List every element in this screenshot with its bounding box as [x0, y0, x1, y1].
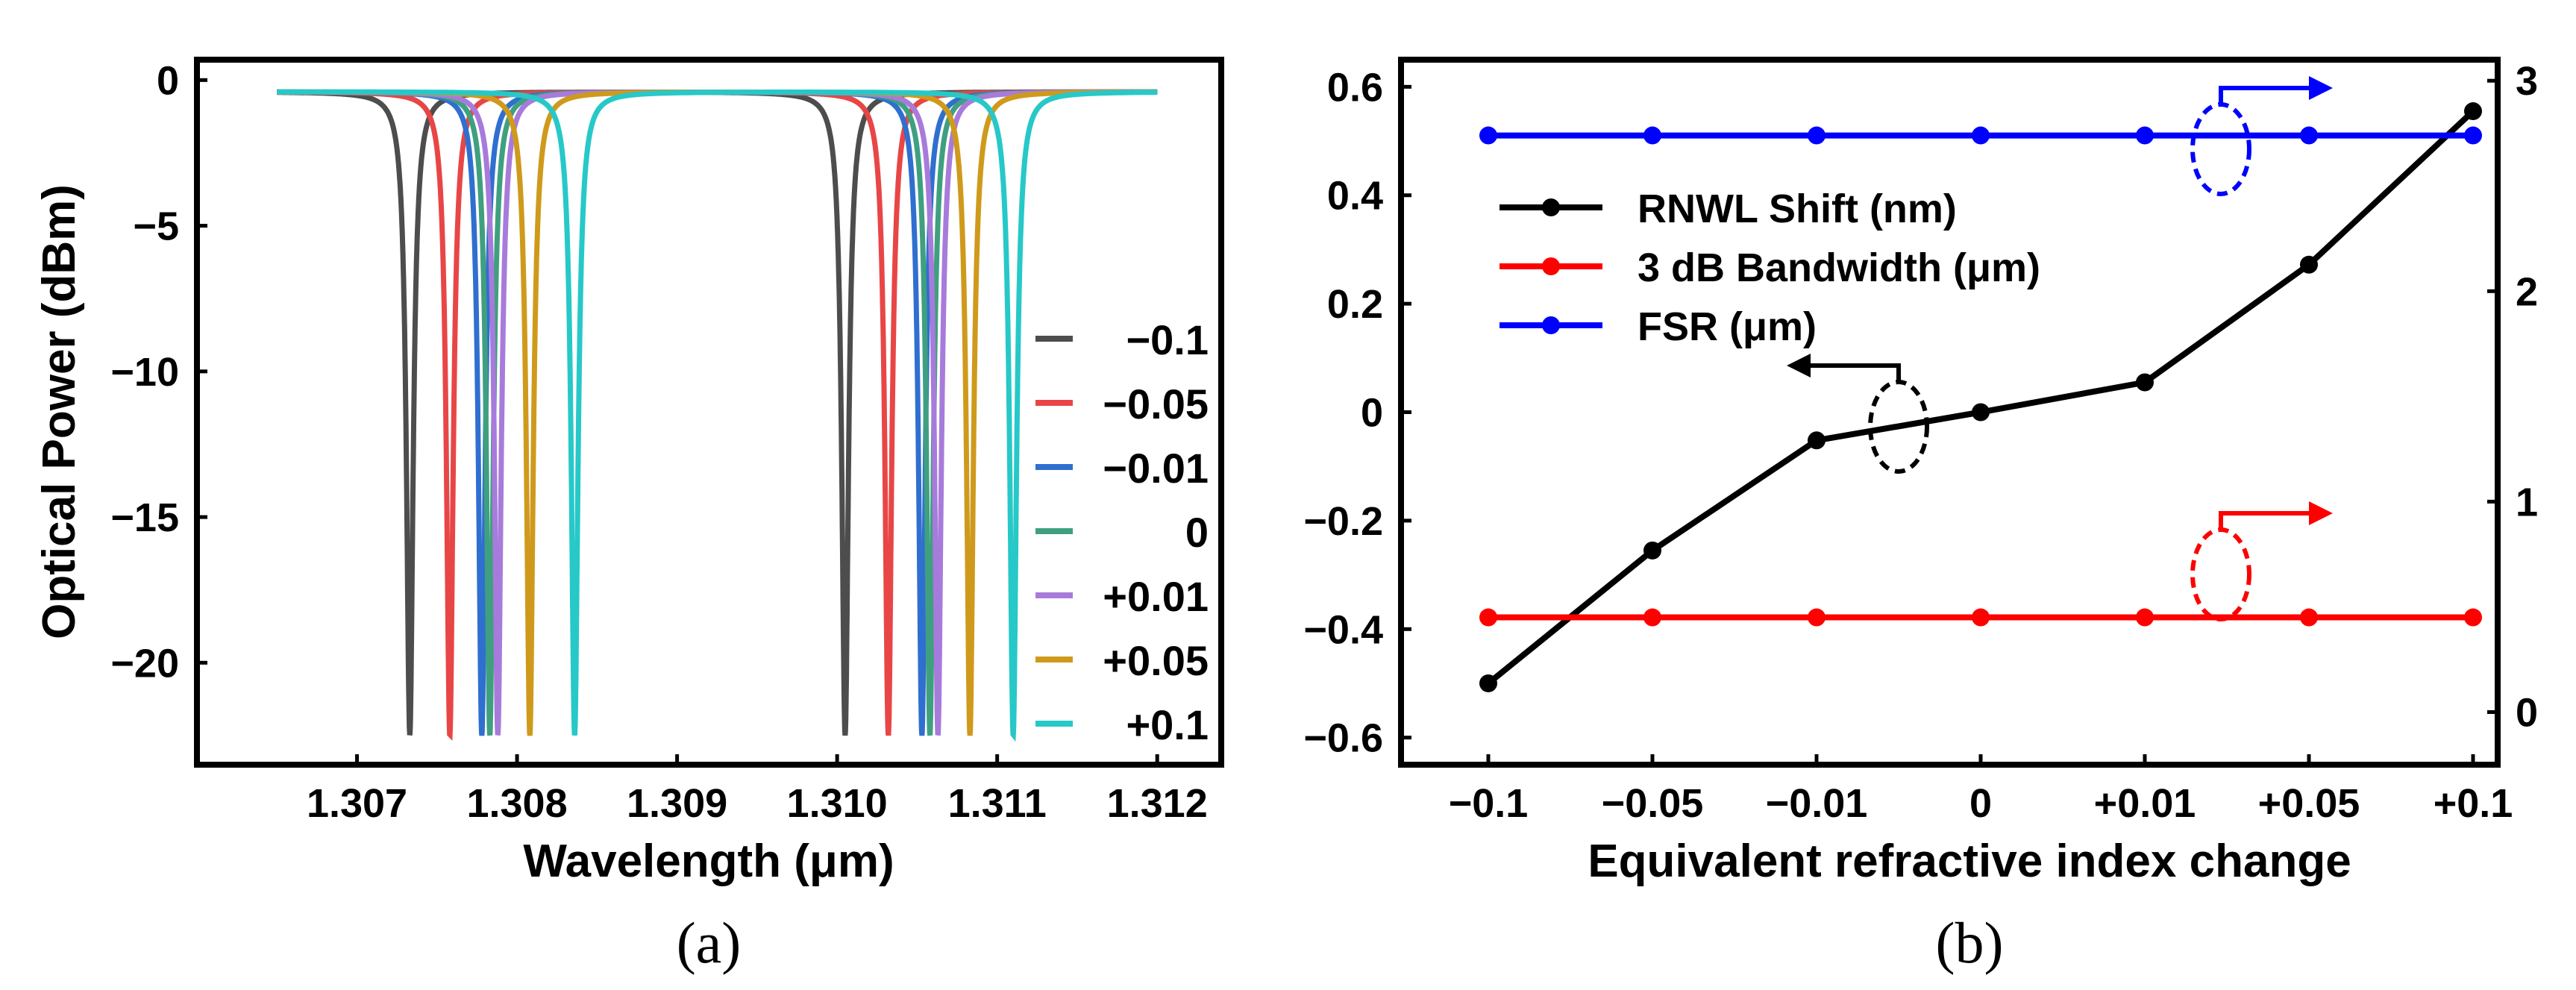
panel-a-caption: (a)	[677, 910, 742, 975]
x-tick-label-1: −0.05	[1602, 781, 1704, 826]
y-tick-label-4: −20	[110, 641, 179, 686]
shift-axis-indicator-arrow-line	[1805, 363, 1901, 382]
bandwidth-axis-indicator-arrowhead	[2309, 501, 2333, 525]
right-y-tick-label-3: 0	[2516, 690, 2538, 735]
series-1-point-2	[1808, 608, 1826, 627]
legend-label-5: +0.05	[1103, 637, 1209, 684]
x-tick-label-6: +0.1	[2434, 781, 2513, 826]
fsr-axis-indicator-arrow-line	[2219, 86, 2314, 104]
x-tick-label-2: −0.01	[1766, 781, 1868, 826]
legend-label-6: +0.1	[1126, 701, 1209, 748]
right-y-tick-label-0: 3	[2516, 59, 2538, 104]
shift-axis-indicator-arrowhead	[1787, 354, 1811, 377]
panel-a-x-ticks: 1.307 1.308 1.309 1.310 1.311 1.312	[307, 754, 1208, 826]
panel-a-y-ticks: 0 −5 −10 −15 −20	[110, 58, 207, 686]
series-0-point-4	[2136, 373, 2154, 392]
series-2-point-1	[1643, 126, 1661, 145]
x-tick-label-1: 1.308	[466, 781, 567, 826]
left-y-tick-label-5: −0.4	[1303, 607, 1383, 652]
series-1-point-3	[1972, 608, 1990, 627]
series-1-point-0	[1479, 608, 1497, 627]
legend-swatch-marker-0	[1542, 198, 1560, 216]
panel-a: 1.307 1.308 1.309 1.310 1.311 1.312 0 −5 −10 −15…	[34, 57, 1224, 975]
y-tick-label-2: −10	[110, 350, 179, 395]
y-tick-label-3: −15	[110, 495, 179, 540]
series-2-point-6	[2464, 126, 2482, 145]
panel-b-right-y-ticks: 3 2 1 0	[2487, 59, 2538, 735]
legend-label-1: 3 dB Bandwidth (μm)	[1638, 245, 2040, 290]
series-line-0	[1486, 109, 2475, 686]
right-y-tick-label-1: 2	[2516, 269, 2538, 314]
series-0-point-6	[2464, 102, 2482, 121]
series-2-point-4	[2136, 126, 2154, 145]
legend-label-2: FSR (μm)	[1638, 304, 1817, 349]
x-tick-label-0: −0.1	[1449, 781, 1529, 826]
panel-a-x-axis-label: Wavelength (μm)	[523, 836, 894, 887]
panel-b: −0.1 −0.05 −0.01 0 +0.01 +0.05 +0.1 0.60.40.20…	[1303, 57, 2538, 975]
fsr-axis-indicator-ellipse	[2190, 102, 2251, 196]
series-2-point-5	[2300, 126, 2318, 145]
series-0-point-1	[1643, 541, 1661, 560]
bandwidth-axis-indicator-ellipse	[2190, 527, 2251, 621]
legend-label-4: +0.01	[1103, 573, 1209, 620]
legend-label-3: 0	[1185, 509, 1209, 556]
series-0-point-2	[1808, 431, 1826, 450]
x-tick-label-3: 0	[1969, 781, 1992, 826]
x-tick-label-0: 1.307	[307, 781, 407, 826]
panel-b-legend: RNWL Shift (nm) 3 dB Bandwidth (μm) FSR (μ…	[1499, 187, 2040, 349]
series-2-point-3	[1972, 126, 1990, 145]
x-tick-label-3: 1.310	[787, 781, 888, 826]
series-0-point-0	[1479, 674, 1497, 692]
y-tick-label-0: 0	[157, 58, 179, 103]
series-line-6	[277, 89, 1158, 742]
panel-a-curves	[277, 89, 1158, 742]
left-y-tick-label-6: −0.6	[1303, 716, 1383, 761]
x-tick-label-4: +0.01	[2094, 781, 2196, 826]
legend-label-2: −0.01	[1103, 445, 1209, 492]
legend-label-1: −0.05	[1103, 380, 1209, 427]
bandwidth-axis-indicator-arrow-line	[2219, 511, 2314, 530]
left-y-tick-label-4: −0.2	[1303, 499, 1383, 544]
series-0-point-3	[1972, 403, 1990, 422]
legend-swatch-marker-2	[1542, 316, 1560, 334]
x-tick-label-4: 1.311	[948, 781, 1047, 826]
x-tick-label-2: 1.309	[627, 781, 727, 826]
left-y-tick-label-1: 0.4	[1327, 174, 1383, 219]
series-1-point-6	[2464, 608, 2482, 627]
panel-b-caption: (b)	[1936, 910, 2004, 975]
series-2-point-0	[1479, 126, 1497, 145]
legend-swatch-marker-1	[1542, 257, 1560, 275]
panel-a-frame	[194, 57, 1224, 768]
panel-b-x-axis-label: Equivalent refractive index change	[1588, 836, 2351, 887]
series-1-point-4	[2136, 608, 2154, 627]
left-y-tick-label-2: 0.2	[1327, 282, 1383, 327]
fsr-axis-indicator-arrowhead	[2309, 76, 2333, 100]
x-tick-label-5: 1.312	[1107, 781, 1208, 826]
right-y-tick-label-2: 1	[2516, 480, 2538, 524]
panel-a-y-axis-label: Optical Power (dBm)	[34, 184, 85, 639]
panel-b-left-y-ticks: 0.6 0.4 0.2 0 −0.2 −0.4 −0.6	[1303, 65, 1411, 761]
legend-label-0: RNWL Shift (nm)	[1638, 187, 1957, 231]
series-2-point-2	[1808, 126, 1826, 145]
legend-label-0: −0.1	[1126, 316, 1209, 363]
y-tick-label-1: −5	[133, 204, 179, 249]
panel-b-series	[1479, 102, 2482, 692]
x-tick-label-5: +0.05	[2258, 781, 2360, 826]
panel-b-frame	[1398, 57, 2501, 768]
panel-a-legend: −0.1 −0.05 −0.01 0 +0.01 +0.05 +0.1	[1035, 316, 1209, 748]
series-0-point-5	[2300, 255, 2318, 274]
left-y-tick-label-3: 0	[1361, 391, 1383, 436]
series-1-point-1	[1643, 608, 1661, 627]
left-y-tick-label-0: 0.6	[1327, 65, 1383, 110]
panel-b-annotations	[1787, 76, 2333, 621]
series-1-point-5	[2300, 608, 2318, 627]
panel-b-x-ticks: −0.1 −0.05 −0.01 0 +0.01 +0.05 +0.1	[1449, 754, 2513, 826]
